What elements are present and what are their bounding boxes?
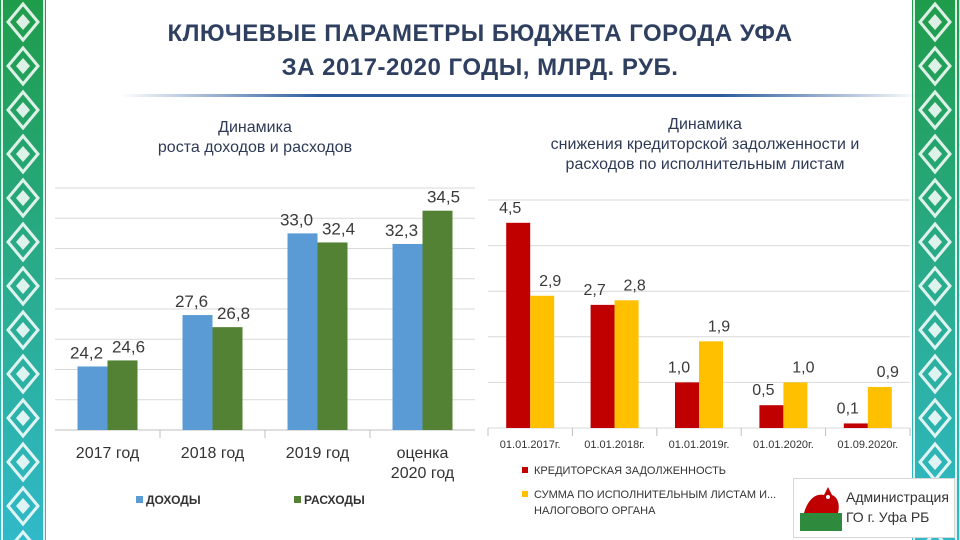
data-label: 27,6 <box>175 292 208 311</box>
bar-expense <box>107 360 138 430</box>
x-tick-label: 2018 год <box>181 445 245 462</box>
legend-label-income: ДОХОДЫ <box>146 493 201 507</box>
left-subtitle-line1: Динамика <box>218 119 292 136</box>
bar-expense <box>422 210 453 430</box>
legend-swatch-writs <box>522 491 528 497</box>
legend-swatch-income <box>136 496 143 503</box>
x-tick-label: 01.01.2019г. <box>669 439 730 451</box>
legend-label-debt: КРЕДИТОРСКАЯ ЗАДОЛЖЕННОСТЬ <box>534 465 726 477</box>
left-subtitle-line2: роста доходов и расходов <box>157 139 353 156</box>
left-chart-subtitle: Динамика роста доходов и расходов <box>90 118 420 158</box>
bar-debt <box>590 304 615 428</box>
ornament-pattern-right <box>912 0 960 540</box>
data-label: 4,5 <box>499 200 521 217</box>
data-label: 24,6 <box>112 337 145 356</box>
right-ornament-border <box>912 0 960 540</box>
x-tick-label: 2017 год <box>76 445 140 462</box>
legend-swatch-debt <box>522 467 528 473</box>
bar-writs <box>530 295 555 428</box>
data-label: 32,4 <box>322 219 355 238</box>
data-label: 33,0 <box>280 210 313 229</box>
bar-expense <box>212 327 243 430</box>
data-label: 1,0 <box>792 359 814 376</box>
legend-swatch-expense <box>294 496 301 503</box>
data-label: 2,8 <box>623 277 645 294</box>
bar-writs <box>783 382 808 428</box>
logo-panel: Администрация ГО г. Уфа РБ <box>793 478 955 538</box>
x-tick-label: 2020 год <box>391 465 455 482</box>
x-tick-label: 2019 год <box>286 445 350 462</box>
right-chart-subtitle: Динамика снижения кредиторской задолженн… <box>500 115 910 175</box>
data-label: 24,2 <box>70 343 103 362</box>
bar-income <box>77 366 108 430</box>
bar-debt <box>759 405 784 428</box>
x-tick-label: 01.01.2017г. <box>500 439 561 451</box>
ornament-pattern-left <box>0 0 46 540</box>
bar-income <box>287 233 318 430</box>
right-subtitle-line2: снижения кредиторской задолженности и <box>550 136 860 153</box>
data-label: 2,7 <box>583 282 605 299</box>
x-tick-label: оценка <box>397 445 449 462</box>
right-subtitle-line3: расходов по исполнительным листам <box>565 156 845 173</box>
data-label: 32,3 <box>385 221 418 240</box>
header-divider <box>120 94 920 97</box>
data-label: 2,9 <box>539 273 561 290</box>
logo-line1: Администрация <box>846 489 949 505</box>
x-tick-label: 01.01.2018г. <box>584 439 645 451</box>
legend-label-writs-line2: НАЛОГОВОГО ОРГАНА <box>534 505 656 517</box>
page-title-line2: ЗА 2017-2020 ГОДЫ, МЛРД. РУБ. <box>281 54 679 81</box>
bar-debt <box>843 423 868 428</box>
data-label: 0,9 <box>877 364 899 381</box>
data-label: 34,5 <box>427 188 460 207</box>
data-label: 0,1 <box>837 400 859 417</box>
legend-label-expense: РАСХОДЫ <box>304 493 365 507</box>
bar-writs <box>867 386 892 428</box>
data-label: 1,0 <box>668 359 690 376</box>
bar-expense <box>317 242 348 430</box>
legend-label-writs-line1: СУММА ПО ИСПОЛНИТЕЛЬНЫМ ЛИСТАМ И... <box>534 489 776 501</box>
bar-writs <box>614 300 639 428</box>
data-label: 0,5 <box>752 382 774 399</box>
left-ornament-border <box>0 0 46 540</box>
data-label: 26,8 <box>217 304 250 323</box>
bar-income <box>182 315 213 430</box>
bar-income <box>392 243 423 430</box>
right-subtitle-line1: Динамика <box>668 116 742 133</box>
bar-writs <box>699 341 723 428</box>
x-tick-label: 01.01.2020г. <box>753 439 814 451</box>
x-tick-label: 01.09.2020г. <box>837 439 898 451</box>
logo-line2: ГО г. Уфа РБ <box>846 509 930 525</box>
page-title-line1: КЛЮЧЕВЫЕ ПАРАМЕТРЫ БЮДЖЕТА ГОРОДА УФА <box>167 20 793 47</box>
bar-debt <box>506 222 531 428</box>
city-emblem-icon <box>800 487 842 531</box>
data-label: 1,9 <box>708 318 730 335</box>
bar-debt <box>675 382 699 428</box>
